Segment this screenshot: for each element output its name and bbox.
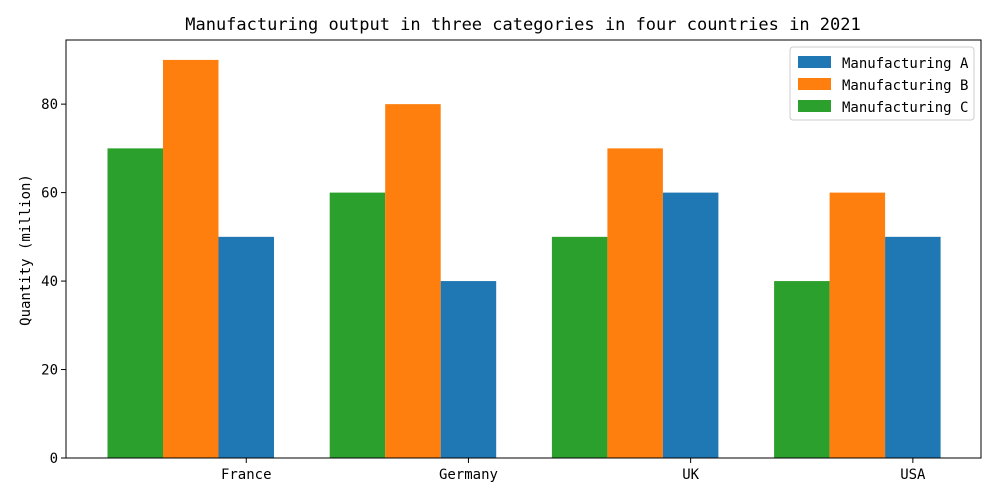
bar-manufacturing-b-uk xyxy=(607,148,663,459)
x-tick-label-usa: USA xyxy=(900,467,926,483)
legend-label-manufacturing-c: Manufacturing C xyxy=(842,100,968,116)
bars-group xyxy=(107,59,941,459)
y-tick-label: 20 xyxy=(41,363,58,379)
legend-label-manufacturing-a: Manufacturing A xyxy=(842,56,969,72)
x-tick-label-france: France xyxy=(221,467,272,483)
y-ticks: 0 20 40 60 80 xyxy=(41,97,66,467)
x-tick-label-uk: UK xyxy=(682,467,699,483)
bar-manufacturing-a-germany xyxy=(440,281,497,458)
y-tick-label: 40 xyxy=(41,274,58,290)
legend-frame xyxy=(789,46,975,121)
y-tick-label: 0 xyxy=(50,451,58,467)
plot-frame xyxy=(65,39,982,459)
legend-swatch-manufacturing-b xyxy=(798,78,831,90)
x-ticks: France Germany UK USA xyxy=(221,458,926,483)
bar-manufacturing-c-uk xyxy=(551,236,608,458)
bar-manufacturing-b-usa xyxy=(829,192,886,458)
legend-label-manufacturing-b: Manufacturing B xyxy=(842,78,968,94)
y-tick-label: 80 xyxy=(41,97,58,113)
bar-manufacturing-a-uk xyxy=(662,192,719,458)
x-tick-label-germany: Germany xyxy=(439,467,498,483)
bar-manufacturing-b-germany xyxy=(385,104,441,458)
y-tick-label: 60 xyxy=(41,186,58,202)
legend-swatch-manufacturing-c xyxy=(798,100,831,112)
y-axis-label: Quantity (million) xyxy=(18,174,34,326)
bar-manufacturing-a-france xyxy=(218,236,274,458)
bar-manufacturing-c-germany xyxy=(329,192,386,458)
bar-manufacturing-a-usa xyxy=(885,236,941,458)
chart-title: Manufacturing output in three categories… xyxy=(185,15,861,35)
legend: Manufacturing A Manufacturing B Manufactur… xyxy=(789,46,975,121)
bar-manufacturing-b-france xyxy=(163,59,219,459)
legend-swatch-manufacturing-a xyxy=(798,56,831,68)
bar-manufacturing-c-france xyxy=(107,148,163,459)
bar-manufacturing-c-usa xyxy=(774,281,830,458)
